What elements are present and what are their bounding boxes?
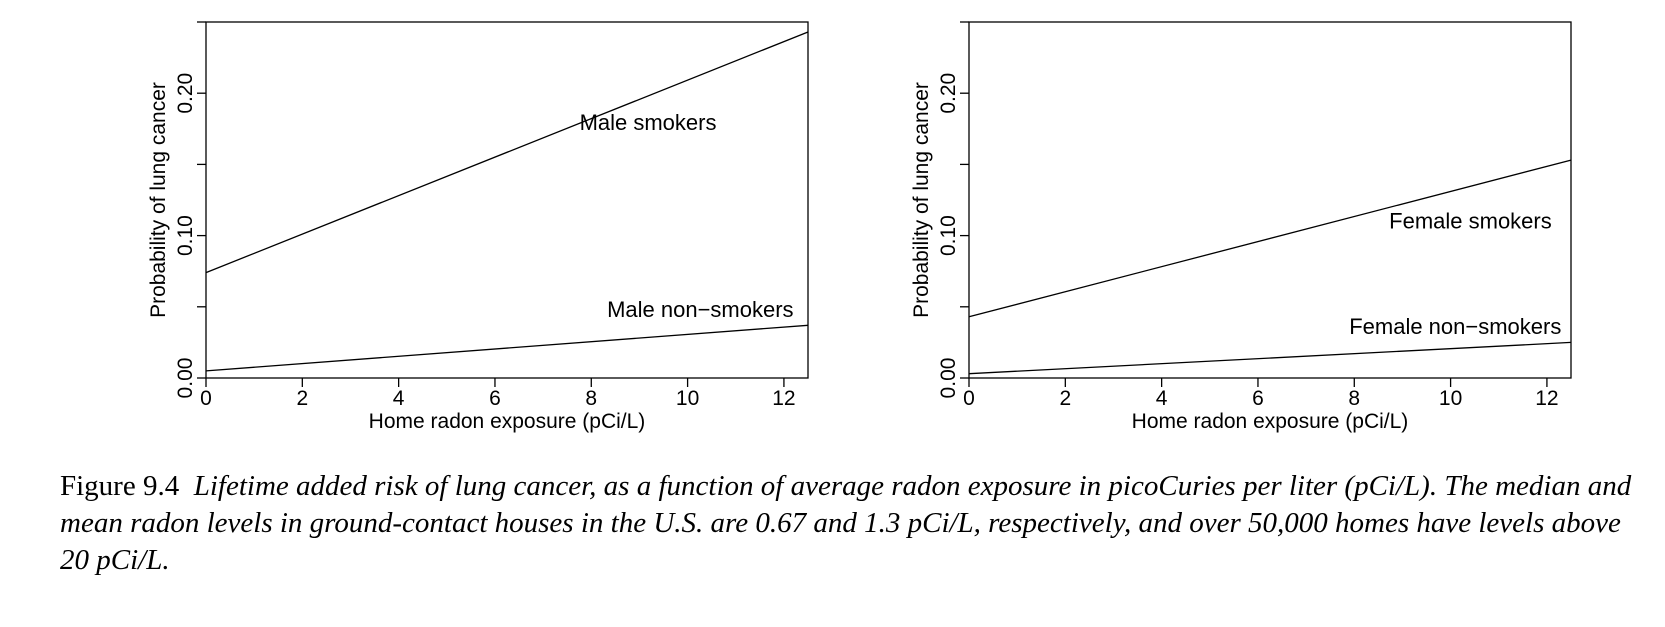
y-axis-label: Probability of lung cancer bbox=[910, 82, 933, 318]
x-tick-label: 0 bbox=[963, 387, 975, 410]
plot-frame bbox=[968, 21, 1572, 379]
x-tick-label: 4 bbox=[393, 387, 405, 410]
y-tick-label: 0.20 bbox=[937, 73, 960, 114]
series-label: Female smokers bbox=[1389, 208, 1552, 233]
x-tick-label: 10 bbox=[1439, 387, 1462, 410]
x-tick-label: 12 bbox=[772, 387, 795, 410]
series-line-1 bbox=[205, 31, 809, 274]
x-tick-label: 6 bbox=[489, 387, 501, 410]
caption-lead: Figure 9.4 bbox=[60, 470, 180, 502]
x-tick-label: 8 bbox=[585, 387, 597, 410]
x-tick-label: 0 bbox=[200, 387, 212, 410]
x-tick-label: 8 bbox=[1348, 387, 1360, 410]
charts-figure: 0 2 4 6 8 10 12 0.00 0.10 0.20 Home radon exposure… bbox=[147, 21, 1572, 433]
series-line-2 bbox=[968, 341, 1572, 375]
x-tick-label: 2 bbox=[1059, 387, 1071, 410]
series-label: Male non−smokers bbox=[607, 297, 793, 322]
x-tick-label: 6 bbox=[1252, 387, 1264, 410]
y-tick-label: 0.10 bbox=[174, 215, 197, 256]
caption-text: Lifetime added risk of lung cancer, as a… bbox=[60, 470, 1632, 576]
y-tick-label: 0.20 bbox=[174, 73, 197, 114]
chart-panel-2: 0 2 4 6 8 10 12 0.00 0.10 0.20 Home radon exposure… bbox=[910, 21, 1572, 433]
y-tick-label: 0.00 bbox=[174, 358, 197, 399]
series-line-2 bbox=[205, 324, 809, 372]
x-tick-label: 2 bbox=[296, 387, 308, 410]
series-label: Male smokers bbox=[580, 110, 717, 135]
x-tick-label: 10 bbox=[676, 387, 699, 410]
x-tick-label: 12 bbox=[1535, 387, 1558, 410]
series-label: Female non−smokers bbox=[1349, 314, 1561, 339]
x-axis-label: Home radon exposure (pCi/L) bbox=[369, 410, 646, 433]
y-tick-label: 0.00 bbox=[937, 358, 960, 399]
series-line-1 bbox=[968, 159, 1572, 318]
x-tick-label: 4 bbox=[1156, 387, 1168, 410]
chart-panel-1: 0 2 4 6 8 10 12 0.00 0.10 0.20 Home radon exposure… bbox=[147, 21, 809, 433]
plot-frame bbox=[205, 21, 809, 379]
x-axis-label: Home radon exposure (pCi/L) bbox=[1132, 410, 1409, 433]
figure-caption: Figure 9.4 Lifetime added risk of lung c… bbox=[60, 468, 1640, 579]
y-tick-label: 0.10 bbox=[937, 215, 960, 256]
y-axis-label: Probability of lung cancer bbox=[147, 82, 170, 318]
